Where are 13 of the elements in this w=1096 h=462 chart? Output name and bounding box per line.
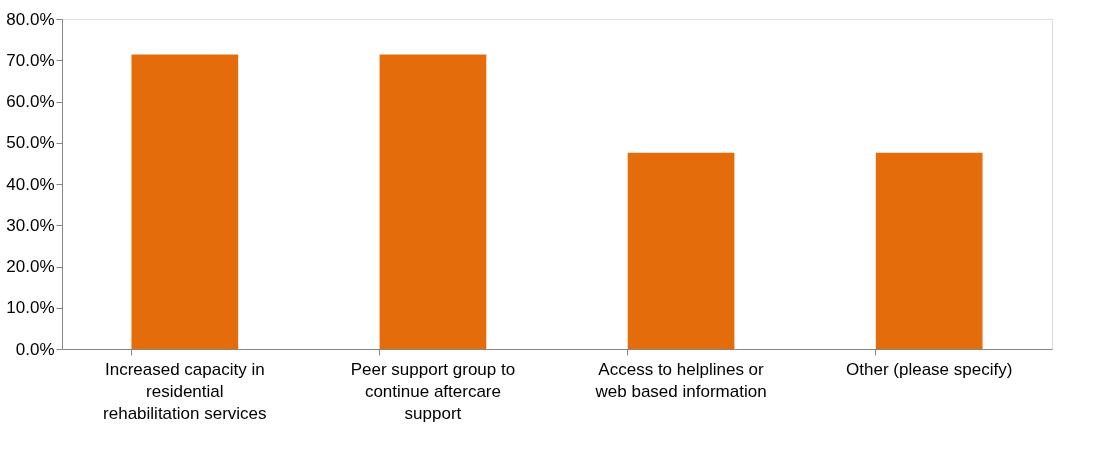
y-tick-label: 20.0% xyxy=(6,257,55,276)
y-tick-label: 0.0% xyxy=(15,339,55,359)
x-tick-label: Peer support group to continue aftercare support xyxy=(350,359,516,423)
x-tick-label: Other (please specify) xyxy=(846,359,1013,379)
y-tick-label: 10.0% xyxy=(6,298,55,318)
y-tick-label: 80.0% xyxy=(6,9,55,29)
y-tick-label: 70.0% xyxy=(6,50,55,70)
y-tick-label: 60.0% xyxy=(6,92,55,111)
y-tick-label: 50.0% xyxy=(6,133,55,153)
y-tick-label: 40.0% xyxy=(6,174,55,194)
y-tick-label: 30.0% xyxy=(6,215,55,235)
x-tick-label: Increased capacity in residential rehabilitation services xyxy=(103,359,267,423)
x-tick-label: Access to helplines or web based information xyxy=(594,359,767,401)
